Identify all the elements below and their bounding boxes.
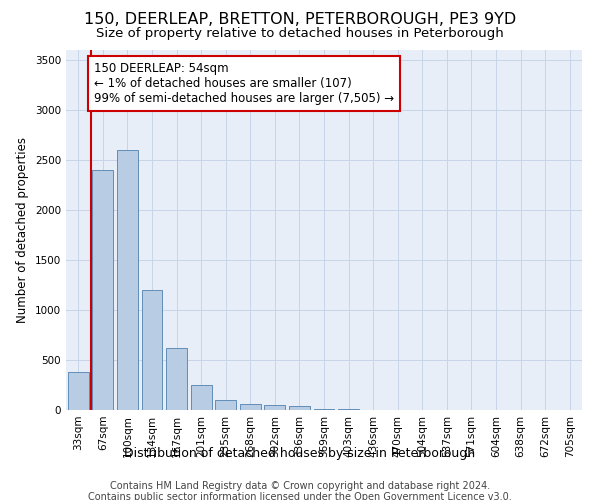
Bar [338, 409, 359, 410]
Text: Distribution of detached houses by size in Peterborough: Distribution of detached houses by size … [124, 448, 476, 460]
Bar [166, 348, 187, 410]
Bar [92, 170, 113, 410]
Text: 150 DEERLEAP: 54sqm
← 1% of detached houses are smaller (107)
99% of semi-detach: 150 DEERLEAP: 54sqm ← 1% of detached hou… [94, 62, 394, 105]
Text: 150, DEERLEAP, BRETTON, PETERBOROUGH, PE3 9YD: 150, DEERLEAP, BRETTON, PETERBOROUGH, PE… [84, 12, 516, 28]
Bar [191, 385, 212, 410]
Y-axis label: Number of detached properties: Number of detached properties [16, 137, 29, 323]
Bar [289, 406, 310, 410]
Text: Contains HM Land Registry data © Crown copyright and database right 2024.: Contains HM Land Registry data © Crown c… [110, 481, 490, 491]
Bar [142, 290, 163, 410]
Bar [240, 404, 261, 410]
Bar [314, 409, 334, 410]
Bar [215, 400, 236, 410]
Text: Size of property relative to detached houses in Peterborough: Size of property relative to detached ho… [96, 28, 504, 40]
Bar [265, 404, 286, 410]
Bar [68, 372, 89, 410]
Text: Contains public sector information licensed under the Open Government Licence v3: Contains public sector information licen… [88, 492, 512, 500]
Bar [117, 150, 138, 410]
